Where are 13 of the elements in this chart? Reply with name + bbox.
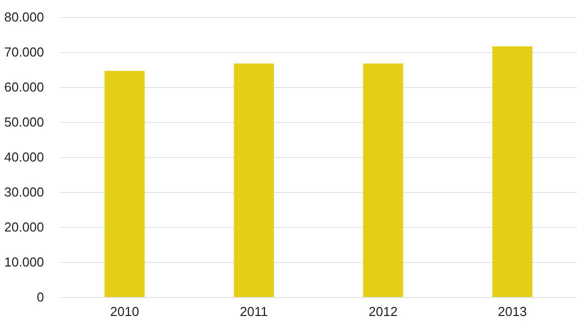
y-tick-label: 70.000 — [4, 44, 44, 60]
y-tick-label: 0 — [36, 290, 44, 304]
x-tick-label: 2011 — [240, 304, 268, 319]
x-tick-label: 2010 — [110, 304, 140, 319]
y-tick-label: 20.000 — [4, 220, 44, 234]
y-tick-label: 60.000 — [4, 80, 44, 94]
y-tick-label: 30.000 — [4, 184, 44, 200]
y-tick-label: 40.000 — [4, 150, 44, 164]
y-tick-label: 50.000 — [4, 114, 44, 130]
y-tick-label: 80.000 — [4, 10, 44, 24]
x-tick-label: 2013 — [498, 304, 527, 319]
x-tick-label: 2012 — [368, 304, 398, 319]
y-tick-label: 10.000 — [4, 254, 44, 270]
